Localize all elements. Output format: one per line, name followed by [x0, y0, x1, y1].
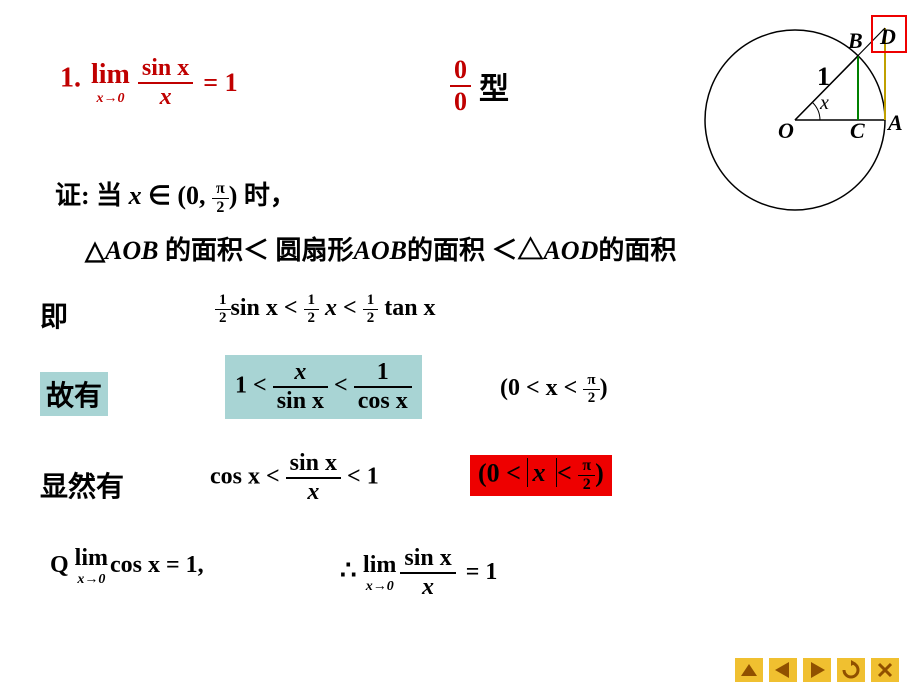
inequality-3: cos x < sin xx < 1 [210, 450, 379, 506]
bottom-right: ∴ limx→0sin xx = 1 [340, 545, 497, 601]
label-b: B [848, 28, 863, 54]
eq-rhs: = 1 [203, 68, 237, 97]
inequality-1: 12sin x < 12 x < 12 tan x [215, 292, 436, 327]
proof-1b: x [129, 181, 142, 210]
label-a: A [888, 110, 903, 136]
type-num: 0 [450, 55, 471, 87]
label-c: C [850, 118, 865, 144]
diagram-svg [680, 10, 910, 220]
theorem-number: 1. [60, 63, 81, 94]
nav-bar [734, 658, 900, 682]
label-radius: 1 [817, 62, 830, 92]
nav-next-button[interactable] [803, 658, 831, 682]
lim-text: lim [91, 59, 130, 91]
frac-den: x [138, 84, 193, 111]
condition-1: (0 < x < π2) [500, 372, 608, 407]
nav-close-button[interactable] [871, 658, 899, 682]
guyou-label: 故有 [40, 372, 108, 416]
nav-reload-button[interactable] [837, 658, 865, 682]
proof-line2: △AOB 的面积＜ 圆扇形AOB的面积 ＜△AOD的面积 [85, 230, 676, 267]
slide: 1. lim x→0 sin x x = 1 0 0 型 [0, 0, 920, 690]
label-d: D [880, 24, 896, 50]
label-o: O [778, 118, 794, 144]
proof-1c: ∈ (0, [142, 181, 212, 210]
limit-type: 0 0 型 [450, 55, 509, 117]
nav-up-button[interactable] [735, 658, 763, 682]
condition-2: (0 < x < π2) [470, 455, 612, 496]
nav-prev-button[interactable] [769, 658, 797, 682]
frac-num: sin x [138, 55, 193, 84]
proof-line1: 证: 当 x ∈ (0, π2) 时， [55, 175, 296, 217]
theorem-heading: 1. lim x→0 sin x x = 1 [60, 55, 238, 111]
proof-1a: 证: 当 [55, 181, 129, 210]
xianran-label: 显然有 [40, 465, 124, 505]
type-label: 型 [479, 73, 509, 106]
lim-sub: x→0 [91, 91, 130, 107]
label-angle: x [820, 92, 829, 115]
bottom-left: Q limx→0cos x = 1, [50, 545, 204, 588]
inequality-2: 1 < xsin x < 1cos x [225, 355, 422, 419]
type-den: 0 [450, 87, 471, 117]
proof-1d: ) 时， [229, 181, 296, 210]
circle-diagram: B D O C A 1 x [680, 10, 910, 220]
ji-label: 即 [40, 295, 68, 335]
